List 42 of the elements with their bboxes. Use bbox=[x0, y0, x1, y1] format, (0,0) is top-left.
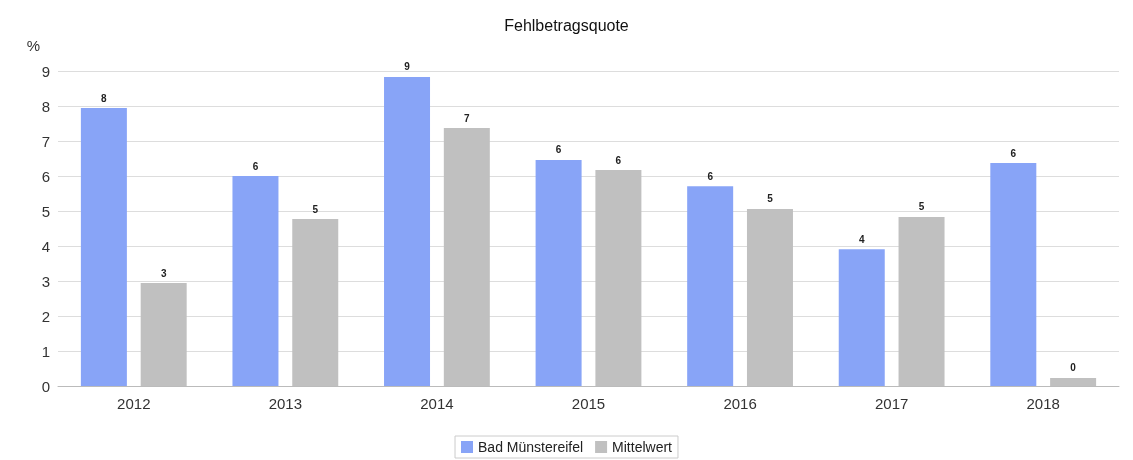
y-tick-label: 0 bbox=[41, 377, 50, 395]
bar bbox=[80, 108, 127, 386]
x-tick-label: 2017 bbox=[874, 395, 909, 412]
x-tick-label: 2012 bbox=[117, 395, 151, 412]
data-label: 0 bbox=[1070, 362, 1077, 374]
y-tick-label: 7 bbox=[41, 132, 50, 150]
y-tick-label: 2 bbox=[41, 307, 50, 325]
x-tick-label: 2016 bbox=[723, 395, 757, 412]
data-label: 6 bbox=[707, 170, 714, 182]
data-label: 8 bbox=[101, 92, 108, 104]
y-axis-title: % bbox=[26, 37, 40, 54]
y-tick-label: 8 bbox=[41, 97, 50, 115]
legend-label: Mittelwert bbox=[612, 439, 673, 455]
bar bbox=[990, 163, 1037, 386]
data-label: 5 bbox=[918, 201, 925, 213]
data-label: 5 bbox=[767, 193, 774, 205]
chart-title: Fehlbetragsquote bbox=[504, 16, 629, 34]
y-tick-label: 5 bbox=[41, 202, 50, 220]
x-tick-label: 2014 bbox=[420, 395, 454, 412]
data-label: 6 bbox=[555, 144, 562, 156]
data-label: 5 bbox=[312, 203, 319, 215]
bar bbox=[535, 159, 582, 386]
bar bbox=[838, 249, 885, 386]
y-tick-label: 3 bbox=[41, 272, 50, 290]
data-label: 7 bbox=[464, 112, 471, 124]
x-tick-label: 2013 bbox=[268, 395, 303, 412]
y-tick-label: 4 bbox=[41, 237, 50, 255]
data-label: 9 bbox=[404, 61, 411, 73]
bar bbox=[384, 76, 431, 386]
y-tick-label: 9 bbox=[41, 62, 50, 80]
x-tick-label: 2018 bbox=[1026, 395, 1060, 412]
bar bbox=[232, 176, 279, 386]
data-label: 6 bbox=[252, 160, 259, 172]
y-tick-label: 1 bbox=[41, 342, 50, 360]
y-tick-label: 6 bbox=[41, 167, 50, 185]
data-label: 3 bbox=[160, 267, 167, 279]
data-label: 6 bbox=[615, 154, 622, 166]
data-label: 4 bbox=[858, 233, 865, 245]
bar bbox=[687, 186, 734, 386]
data-label: 6 bbox=[1010, 147, 1017, 159]
legend-label: Bad Münstereifel bbox=[478, 439, 584, 455]
x-tick-label: 2015 bbox=[571, 395, 606, 412]
